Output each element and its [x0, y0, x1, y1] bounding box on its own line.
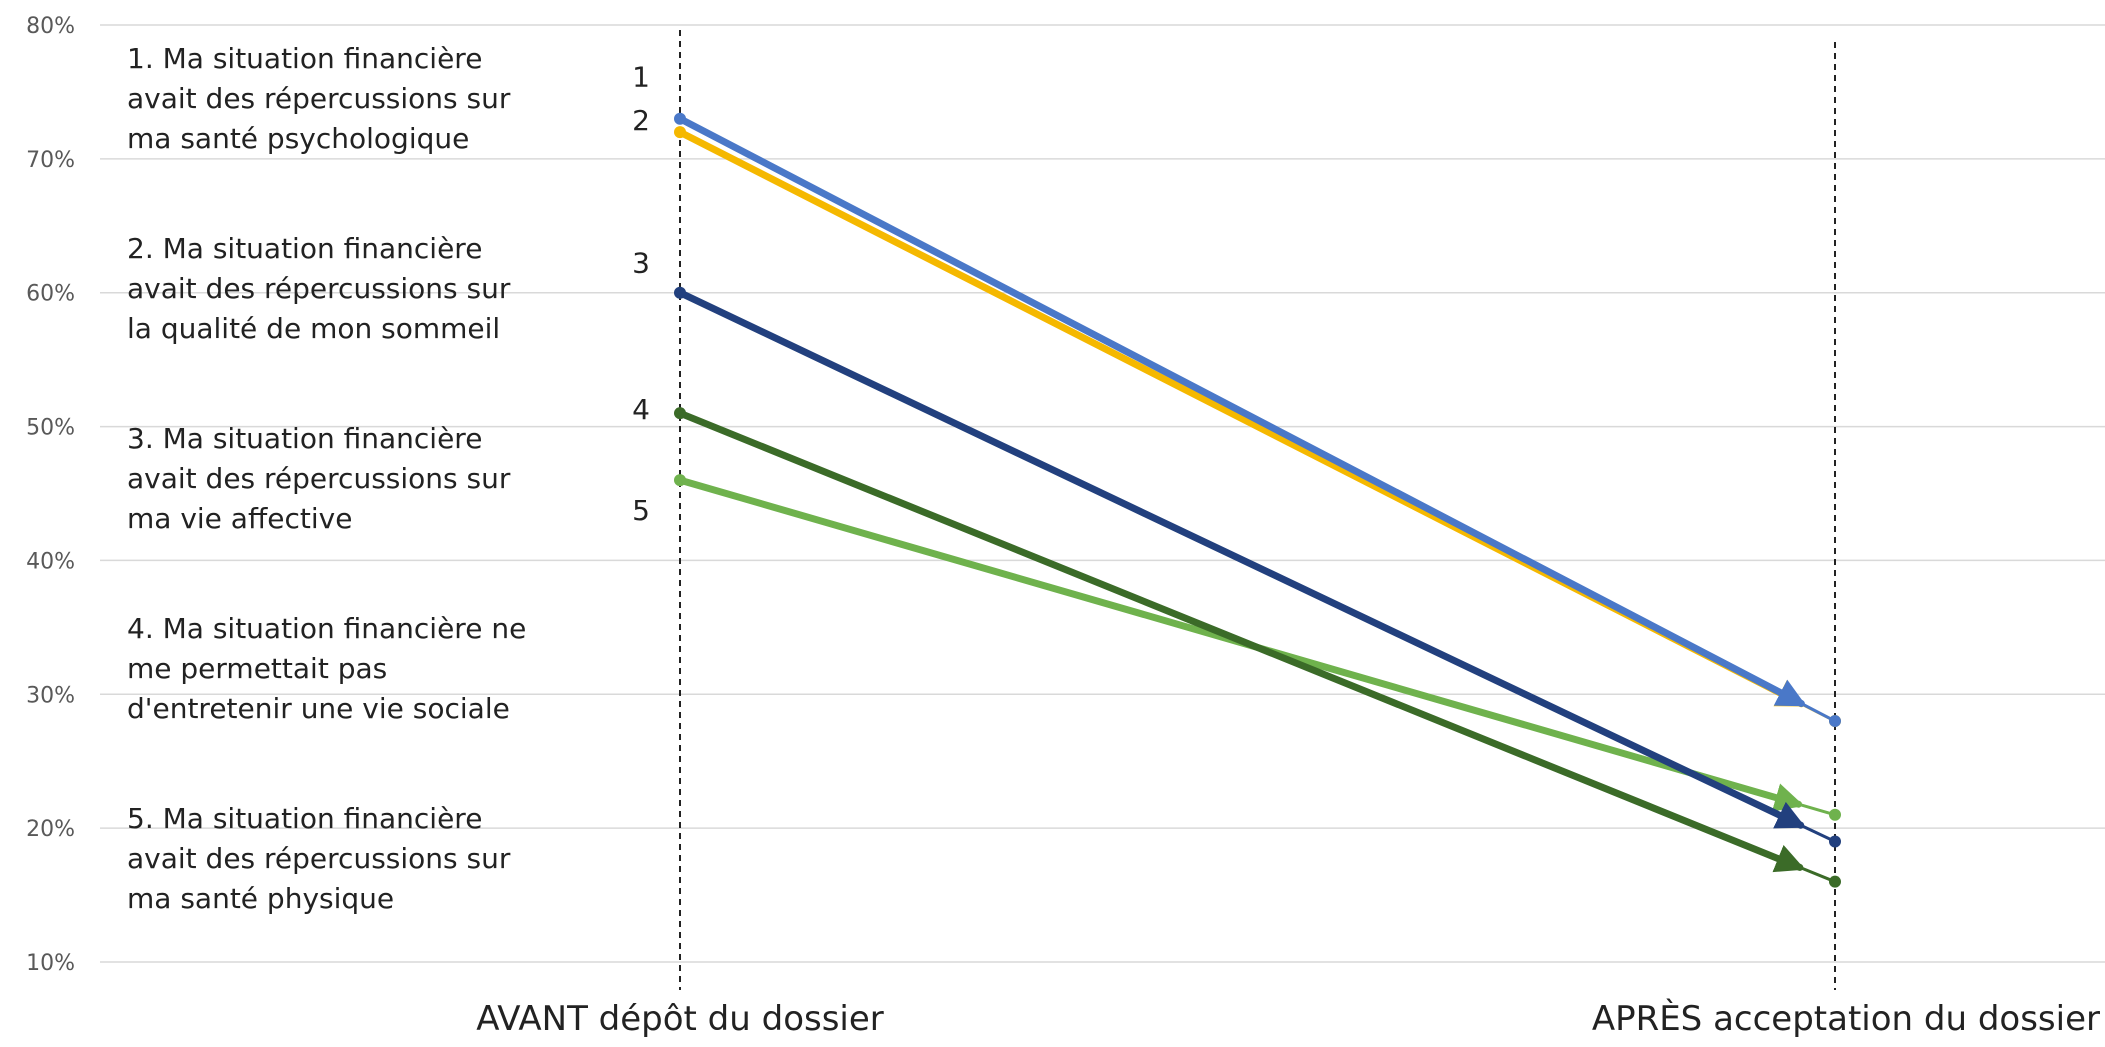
legend-annotations: 1. Ma situation financière avait des répe… [127, 42, 526, 915]
annotation-line: 3. Ma situation financière [127, 422, 482, 455]
series-point-avant-5 [674, 474, 686, 487]
series-point-apres-3 [1829, 835, 1841, 848]
series-tail-4 [1799, 866, 1836, 884]
series-number-label: 3 [632, 247, 650, 280]
annotation-line: avait des répercussions sur [127, 462, 511, 495]
series-number-label: 5 [632, 494, 650, 527]
series-line-1 [676, 115, 1807, 707]
annotation-line: 4. Ma situation financière ne [127, 612, 526, 645]
vertical-guide-lines [679, 30, 1836, 990]
annotation-line: ma santé physique [127, 882, 394, 915]
y-tick-label: 70% [26, 148, 75, 173]
annotation-line: avait des répercussions sur [127, 82, 511, 115]
annotation-line: d'entretenir une vie sociale [127, 692, 510, 725]
series-number-label: 1 [632, 61, 650, 94]
y-axis-tick-labels: 10% 20% 30% 40% 50% 60% 70% 80% [26, 14, 75, 976]
annotation-line: avait des répercussions sur [127, 272, 511, 305]
y-tick-label: 60% [26, 282, 75, 307]
annotation-line: 1. Ma situation financière [127, 42, 482, 75]
series-lines [674, 112, 1841, 888]
series-point-avant-1 [674, 112, 686, 125]
series-point-apres-1 [1829, 715, 1841, 728]
series-tail-3 [1800, 823, 1836, 843]
annotation-line: avait des répercussions sur [127, 842, 511, 875]
y-tick-label: 40% [26, 549, 75, 574]
series-point-apres-4 [1829, 875, 1841, 888]
series-point-avant-4 [674, 407, 686, 420]
annotation-line: me permettait pas [127, 652, 387, 685]
y-tick-label: 20% [26, 817, 75, 842]
y-tick-label: 30% [26, 683, 75, 708]
series-line-3 [676, 289, 1806, 829]
series-number-label: 2 [632, 104, 650, 137]
annotation-line: 2. Ma situation financière [127, 232, 482, 265]
category-labels: AVANT dépôt du dossier APRÈS acceptation … [476, 998, 2100, 1039]
annotation-line: ma vie affective [127, 502, 352, 535]
annotation-line: la qualité de mon sommeil [127, 312, 500, 345]
series-point-avant-2 [674, 126, 686, 139]
series-point-avant-3 [674, 286, 686, 299]
annotation-line: 5. Ma situation financière [127, 802, 482, 835]
category-label-apres: APRÈS acceptation du dossier [1592, 998, 2100, 1039]
grid-layer [100, 24, 2105, 963]
series-point-apres-5 [1829, 808, 1841, 821]
annotation-line: ma santé psychologique [127, 122, 469, 155]
y-tick-label: 80% [26, 14, 75, 39]
y-tick-label: 50% [26, 416, 75, 441]
series-number-labels: 1 2 3 4 5 [632, 61, 650, 527]
series-number-label: 4 [632, 393, 650, 426]
category-label-avant: AVANT dépôt du dossier [476, 999, 884, 1039]
series-line-4 [676, 409, 1806, 873]
y-tick-label: 10% [26, 951, 75, 976]
series-tail-1 [1800, 702, 1836, 723]
